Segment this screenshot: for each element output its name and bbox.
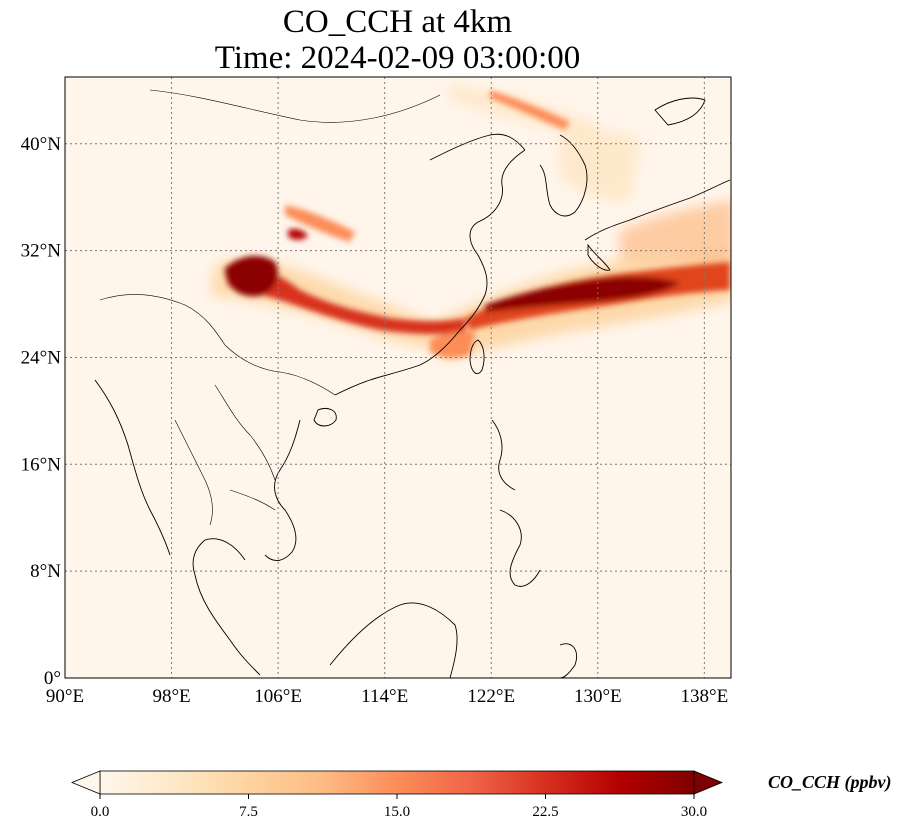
coastline-korea: [539, 134, 588, 217]
coastline-bohai: [429, 133, 526, 161]
border-china-south: [99, 294, 336, 396]
x-tick-label: 114°E: [361, 686, 408, 707]
y-tick-label: 0°: [44, 668, 61, 689]
x-tick-label: 122°E: [467, 686, 515, 707]
colorbar-body: [99, 770, 695, 795]
border-cambodia: [229, 489, 276, 511]
x-tick-label: 98°E: [152, 686, 190, 707]
colorbar-tick-label: 22.5: [532, 804, 558, 820]
colorbar-title: CO_CCH (ppbv): [768, 772, 892, 793]
map-frame: [64, 76, 732, 679]
coastline-japan-hokkaido: [654, 97, 706, 126]
plume-taiwan-strait: [430, 331, 475, 358]
coastline-hainan: [313, 408, 337, 427]
colorbar-ticks: 0.0 7.5 15.0 22.5 30.0: [91, 794, 707, 820]
coastline-japan-honshu: [584, 179, 731, 241]
x-tick-label: 130°E: [574, 686, 622, 707]
plume-north-streak: [285, 205, 355, 242]
border-laos: [214, 384, 276, 481]
concentration-field: [210, 85, 731, 360]
map-title-line1: CO_CCH at 4km: [282, 4, 513, 40]
colorbar-extend-min: [70, 770, 101, 795]
coastline-malay-peninsula: [194, 574, 261, 676]
coastline-borneo: [329, 602, 458, 678]
y-tick-label: 8°N: [30, 561, 61, 582]
x-tick-label: 138°E: [681, 686, 729, 707]
coastline-philippines-luzon: [491, 419, 516, 491]
plume-halo-northjapan: [620, 200, 731, 265]
border-thailand: [174, 419, 213, 526]
map-title-line2: Time: 2024-02-09 03:00:00: [214, 40, 581, 76]
y-tick-label: 24°N: [21, 347, 62, 368]
plume-halo-korea: [560, 130, 640, 201]
border-mongolia: [149, 89, 441, 123]
x-tick-label: 90°E: [46, 686, 84, 707]
y-tick-label: 16°N: [21, 454, 62, 475]
y-axis-tick-labels: 0° 8°N 16°N 24°N 32°N 40°N: [21, 134, 62, 689]
graticule: [65, 77, 731, 678]
country-borders: [99, 89, 441, 526]
coastline-gulf-thailand: [192, 538, 246, 576]
coastline-vietnam: [264, 419, 301, 562]
plume-north-blob: [288, 228, 308, 240]
colorbar-extend-max: [693, 770, 724, 795]
plume-west-band: [228, 267, 465, 335]
x-tick-label: 106°E: [254, 686, 302, 707]
plume-west-source: [225, 256, 278, 297]
coastline-japan-kyushu: [587, 243, 611, 271]
plume-northeast-streak: [490, 90, 570, 130]
x-axis-tick-labels: 90°E 98°E 106°E 114°E 122°E 130°E 138°E: [46, 686, 728, 707]
coastline-china-east: [334, 149, 526, 396]
colorbar: 0.0 7.5 15.0 22.5 30.0 CO_CCH (ppbv): [70, 770, 892, 820]
map-panel: [65, 77, 731, 678]
coastline-taiwan: [469, 339, 485, 374]
y-tick-label: 32°N: [21, 241, 62, 262]
y-tick-label: 40°N: [21, 134, 62, 155]
coastlines: [94, 97, 731, 678]
colorbar-tick-label: 7.5: [239, 804, 258, 820]
colorbar-tick-label: 15.0: [384, 804, 410, 820]
colorbar-tick-label: 30.0: [681, 804, 707, 820]
coastline-sulawesi: [559, 643, 577, 678]
colorbar-tick-label: 0.0: [91, 804, 110, 820]
coastline-philippines-south: [499, 509, 541, 587]
coastline-myanmar: [94, 379, 171, 556]
plume-east-core: [485, 276, 680, 312]
plume-cores: [225, 90, 730, 358]
